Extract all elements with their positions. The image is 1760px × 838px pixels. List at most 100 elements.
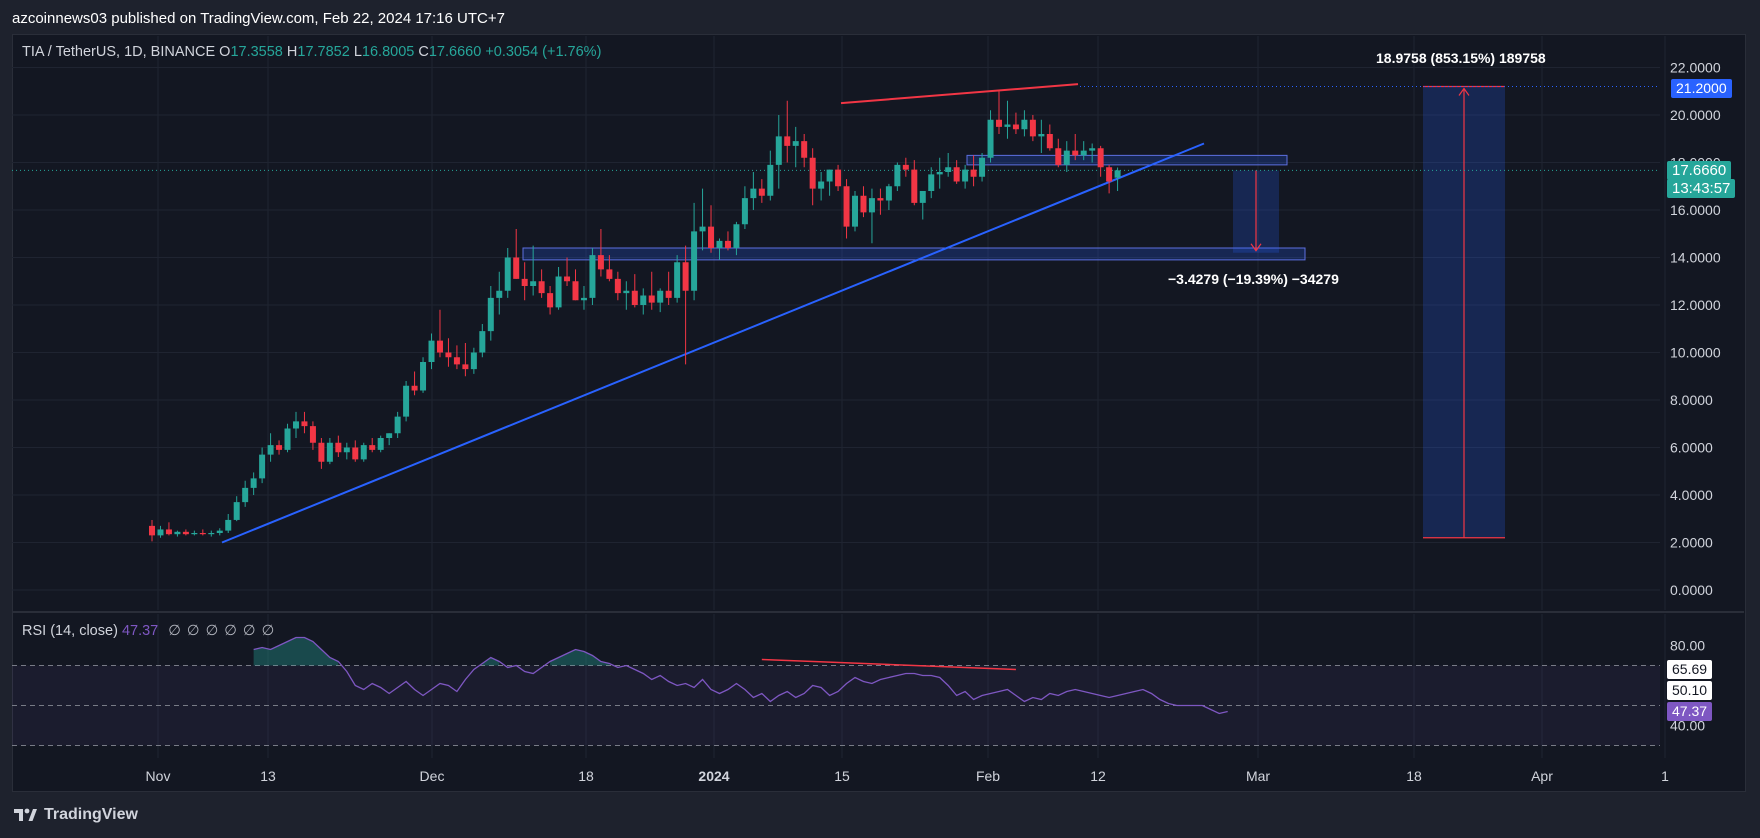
candle-body [411, 385, 418, 391]
rsi-tick-label: 40.00 [1670, 718, 1705, 734]
high-value: 17.7852 [297, 44, 350, 60]
change-value: +0.3054 (+1.76%) [485, 44, 602, 60]
footer-brand: TradingView [44, 806, 138, 823]
candle-body [386, 433, 393, 438]
candle-body [750, 188, 757, 199]
candle-body [276, 445, 283, 450]
candle-body [1021, 119, 1028, 130]
candle-body [962, 169, 969, 182]
candle-body [436, 340, 443, 353]
candle-body [987, 119, 994, 158]
candle-body [1114, 170, 1121, 178]
candle-body [674, 262, 681, 298]
candle-body [970, 169, 977, 177]
candle-body [648, 295, 655, 303]
candle-body [682, 262, 689, 291]
candle-body [513, 257, 520, 279]
bottom-measure-label: −3.4279 (−19.39%) −34279 [1168, 271, 1339, 287]
candle-body [445, 352, 452, 358]
time-tick-label: 12 [1090, 768, 1106, 784]
candle-body [691, 231, 698, 291]
candle-body [1080, 150, 1087, 156]
candle-body [758, 188, 765, 196]
candle-body [902, 164, 909, 170]
last-price-tag: 17.6660 [1667, 161, 1732, 180]
rsi-tick-label: 80.00 [1670, 638, 1705, 654]
target-price-tag: 21.2000 [1671, 79, 1732, 98]
candle-body [597, 255, 604, 270]
candle-body [199, 533, 206, 535]
candle-body [284, 428, 291, 450]
rsi-divergence-line [761, 658, 1016, 671]
candle-body [1097, 148, 1104, 168]
candle-body [665, 290, 672, 298]
candle-body [555, 276, 562, 308]
close-label: C [418, 44, 429, 60]
candle-body [250, 478, 257, 488]
price-tick-label: 0.0000 [1670, 582, 1713, 598]
candle-body [826, 169, 833, 182]
candle-body [462, 364, 469, 370]
candle-body [1055, 148, 1062, 165]
candle-body [174, 531, 181, 535]
candle-body [470, 352, 477, 370]
candle-body [623, 290, 630, 294]
high-label: H [286, 44, 298, 60]
tradingview-footer[interactable]: TradingView [12, 806, 138, 824]
time-tick-label: 1 [1661, 768, 1669, 784]
candle-body [216, 530, 223, 533]
candle-body [564, 276, 571, 282]
candle-body [504, 257, 511, 291]
time-tick-label: Dec [420, 768, 445, 784]
time-tick-label: Nov [146, 768, 171, 784]
target-measure-arrowhead [1458, 87, 1470, 96]
candle-body [724, 240, 731, 248]
candle-body [818, 181, 825, 189]
rsi-last-tag: 47.37 [1667, 702, 1713, 721]
support-zone [522, 247, 1306, 261]
rsi-value: 47.37 [121, 623, 159, 639]
candle-body [792, 141, 799, 146]
candle-body [335, 442, 342, 453]
candle-body [741, 198, 748, 225]
candle-body [428, 340, 435, 362]
low-value: 16.8005 [361, 44, 415, 60]
price-tick-label: 14.0000 [1670, 250, 1721, 266]
candle-body [208, 533, 215, 535]
candle-body [784, 136, 791, 146]
candle-body [928, 174, 935, 191]
symbol-legend: TIA / TetherUS, 1D, BINANCE O17.3558 H17… [22, 44, 601, 60]
candle-body [953, 167, 960, 182]
candle-body [801, 141, 808, 158]
candle-body [580, 297, 587, 301]
time-tick-label: Apr [1531, 768, 1553, 784]
close-value: 17.6660 [428, 44, 482, 60]
candle-body [267, 445, 274, 455]
candle-body [487, 297, 494, 332]
candle-body [936, 172, 943, 175]
candle-body [860, 195, 867, 213]
rsi-overbought-fill [550, 649, 610, 666]
rsi-mid-tag: 50.10 [1667, 681, 1713, 700]
candle-body [292, 421, 299, 429]
price-tick-label: 4.0000 [1670, 487, 1713, 503]
candle-body [589, 255, 596, 298]
candle-body [318, 442, 325, 462]
candle-body [149, 525, 155, 536]
candle-body [403, 385, 410, 417]
candle-body [352, 447, 359, 460]
candle-body [699, 226, 706, 232]
candle-body [919, 191, 926, 203]
price-tick-label: 22.0000 [1670, 60, 1721, 76]
candle-body [1063, 150, 1070, 165]
low-label: L [353, 44, 362, 60]
price-tick-label: 2.0000 [1670, 535, 1713, 551]
candle-body [767, 164, 774, 196]
candle-body [377, 438, 384, 450]
candle-body [225, 519, 232, 531]
time-tick-label: 15 [834, 768, 850, 784]
drop-measure-arrowhead [1250, 243, 1262, 252]
open-value: 17.3558 [230, 44, 283, 60]
candle-body [1038, 134, 1045, 137]
